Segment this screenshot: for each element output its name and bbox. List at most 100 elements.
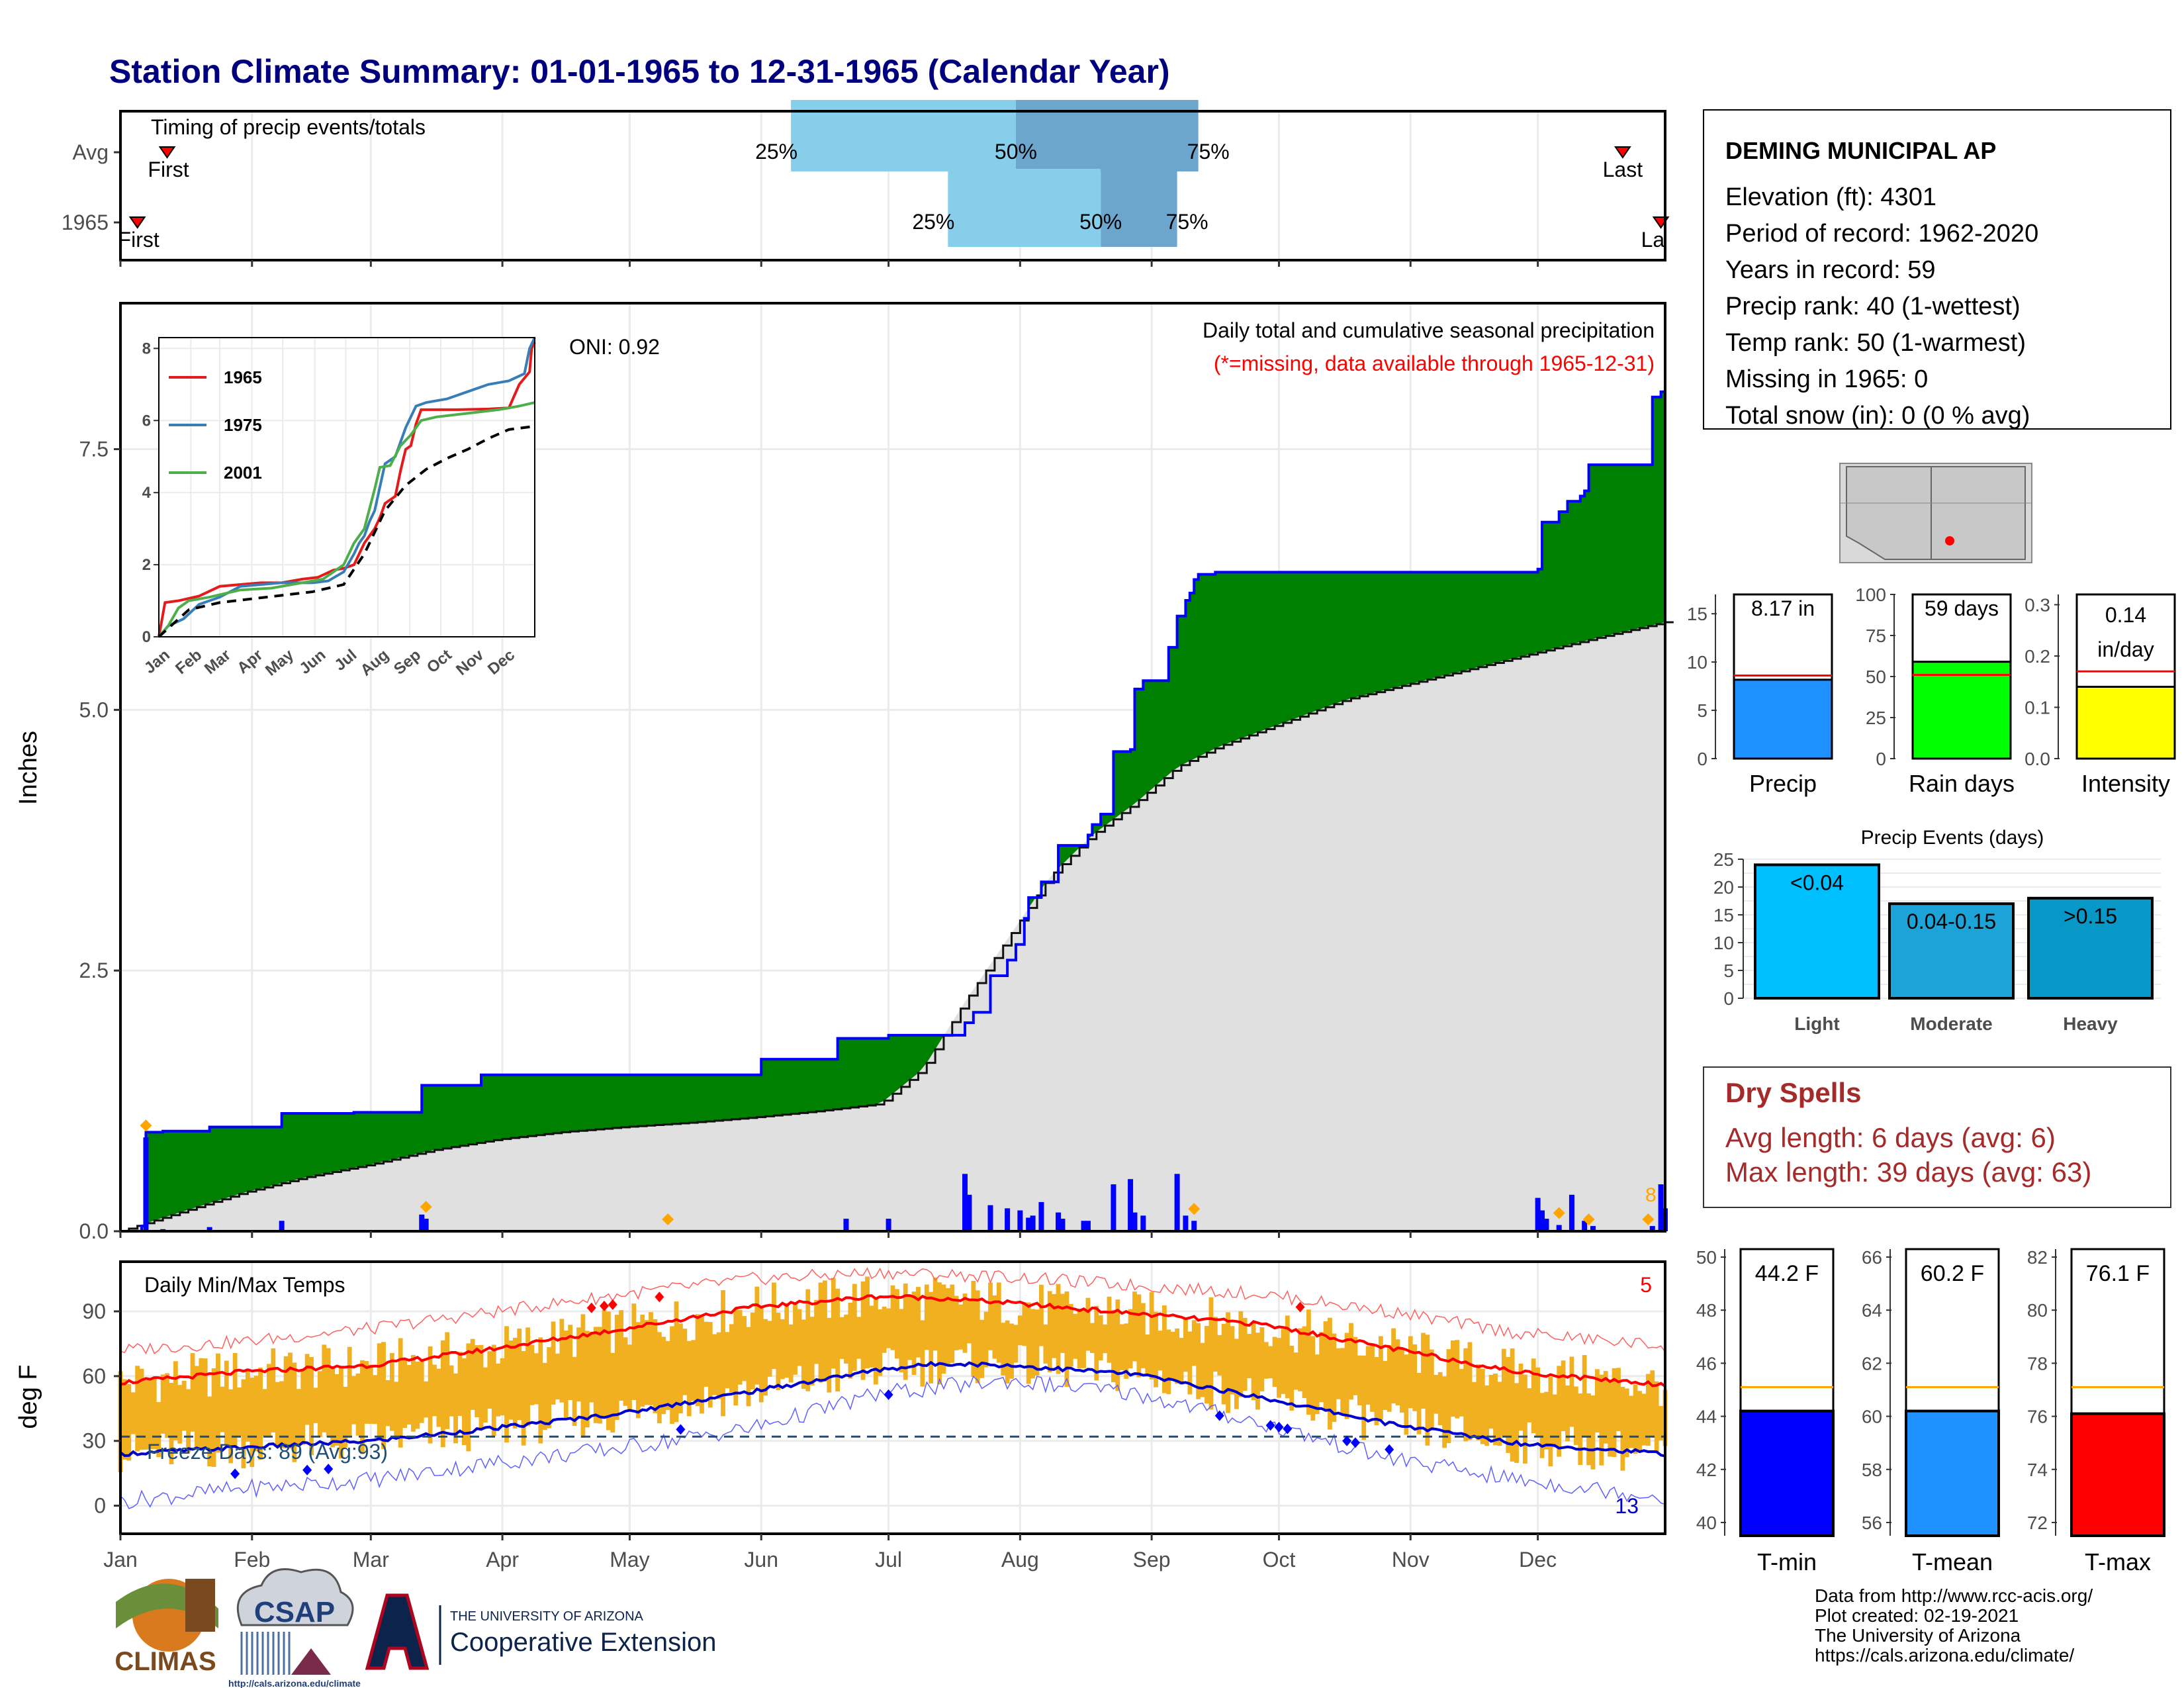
daily-precip-bar	[1085, 1221, 1091, 1231]
daily-temp-bar	[1484, 1385, 1490, 1446]
daily-precip-bar	[987, 1205, 993, 1231]
daily-temp-bar	[279, 1381, 285, 1448]
daily-temp-bar	[1488, 1374, 1494, 1429]
daily-temp-bar	[186, 1389, 191, 1452]
daily-temp-bar	[283, 1356, 289, 1448]
daily-temp-bar	[211, 1368, 216, 1467]
daily-temp-bar	[1170, 1331, 1175, 1381]
record-high-marker	[1295, 1301, 1305, 1313]
daily-temp-bar	[945, 1288, 950, 1366]
daily-temp-bar	[148, 1379, 153, 1450]
events-bar-Heavy	[2027, 896, 2154, 1000]
daily-temp-bar	[368, 1364, 373, 1424]
daily-temp-bar	[733, 1308, 739, 1406]
daily-temp-bar	[1098, 1315, 1103, 1361]
credit-line: Data from http://www.rcc-acis.org/	[1815, 1585, 2093, 1606]
daily-precip-bar	[1060, 1219, 1066, 1231]
daily-temp-bar	[1175, 1328, 1180, 1384]
month-label: Jan	[103, 1548, 138, 1571]
daily-temp-bar	[839, 1317, 844, 1359]
events-bar-label: <0.04	[1790, 870, 1844, 894]
daily-temp-bar	[339, 1367, 343, 1459]
inset-legend-label: 1975	[224, 415, 262, 435]
daily-temp-bar	[996, 1282, 1001, 1363]
events-ytick-label: 0	[1723, 988, 1734, 1009]
climas-logo-text: CLIMAS	[114, 1647, 216, 1676]
daily-temp-bar	[661, 1336, 666, 1415]
mini-bar-ytick-label: 75	[1866, 626, 1886, 646]
daily-temp-bar	[1226, 1312, 1230, 1413]
daily-temp-bar	[886, 1308, 891, 1348]
temp-bar-category: T-max	[2085, 1548, 2151, 1575]
daily-temp-bar	[1514, 1383, 1519, 1463]
daily-temp-bar	[1518, 1363, 1524, 1431]
daily-temp-bar	[878, 1309, 883, 1376]
daily-temp-bar	[398, 1338, 403, 1448]
daily-temp-bar	[1319, 1332, 1324, 1403]
daily-temp-bar	[1565, 1385, 1570, 1442]
daily-temp-bar	[1332, 1333, 1337, 1423]
daily-temp-bar	[1208, 1297, 1214, 1410]
events-bar-Light	[1754, 863, 1880, 1000]
daily-temp-bar	[453, 1373, 458, 1444]
record-low-marker	[1214, 1410, 1224, 1421]
main-plot-border	[119, 302, 1666, 1233]
precip-events-panel: Precip Events (days) 0 5 10 15 20 25 <0.04 Light…	[1713, 827, 2161, 1034]
daily-temp-bar	[245, 1368, 250, 1442]
station-box-border	[1703, 109, 2171, 430]
temp-bar-T-mean	[1905, 1409, 2000, 1537]
daily-temp-bar	[1654, 1381, 1659, 1453]
daily-precip-bar	[1017, 1210, 1023, 1231]
daily-temp-bar	[895, 1289, 899, 1359]
daily-temp-bar	[721, 1290, 725, 1417]
daily-temp-bar	[941, 1284, 946, 1374]
daily-temp-bar	[610, 1352, 615, 1433]
daily-temp-bar	[649, 1312, 653, 1405]
daily-temp-bar	[712, 1334, 717, 1395]
daily-temp-bar	[1365, 1346, 1371, 1405]
mini-bar-value-label: 8.17 in	[1751, 596, 1815, 620]
daily-temp-bar	[1154, 1311, 1158, 1387]
station-info-line: Missing in 1965: 0	[1725, 365, 1928, 393]
daily-temp-bar	[220, 1386, 225, 1432]
daily-temp-bar	[428, 1346, 433, 1444]
daily-temp-bar	[1060, 1293, 1065, 1353]
daily-temp-bar	[351, 1376, 357, 1425]
daily-temp-bar	[856, 1317, 862, 1359]
record-low-marker	[1265, 1420, 1275, 1431]
new-mexico-shape	[1931, 466, 2026, 560]
daily-temp-bar	[1645, 1374, 1651, 1446]
daily-temp-bar	[1361, 1355, 1367, 1440]
location-map	[1839, 463, 2032, 563]
temp-bar-ytick-label: 62	[1862, 1353, 1882, 1374]
daily-temp-bar	[207, 1396, 212, 1467]
daily-temp-bar	[1200, 1342, 1205, 1397]
record-low-marker	[302, 1464, 312, 1476]
inset-ytick-label: 8	[142, 340, 151, 357]
daily-temp-bar	[1429, 1349, 1434, 1430]
daily-temp-bar	[1357, 1355, 1362, 1406]
inset-plot-frame	[158, 337, 535, 637]
daily-temp-bar	[751, 1312, 755, 1389]
daily-temp-bar	[181, 1380, 187, 1431]
record-low-line	[120, 1376, 1666, 1509]
daily-temp-bar	[1446, 1349, 1451, 1444]
daily-temp-bar	[496, 1363, 501, 1417]
daily-temp-bar	[1659, 1405, 1663, 1440]
daily-temp-bar	[1328, 1317, 1332, 1430]
record-low-marker	[1342, 1435, 1352, 1446]
marker-count-label: 8	[1645, 1184, 1657, 1206]
daily-temp-bar	[1017, 1315, 1023, 1346]
daily-temp-bar	[1442, 1376, 1447, 1448]
daily-temp-bar	[406, 1364, 412, 1425]
daily-temp-bar	[195, 1366, 199, 1450]
daily-temp-bar	[1128, 1309, 1133, 1369]
record-low-marker	[1274, 1421, 1284, 1432]
daily-temp-bar	[135, 1366, 140, 1452]
daily-temp-bar	[1136, 1294, 1142, 1378]
mini-bar-category: Intensity	[2081, 770, 2170, 797]
daily-temp-bar	[1408, 1336, 1413, 1409]
daily-temp-bar	[1552, 1394, 1557, 1448]
temp-bar-ytick-label: 66	[1862, 1247, 1882, 1268]
daily-temp-bar	[457, 1352, 463, 1417]
